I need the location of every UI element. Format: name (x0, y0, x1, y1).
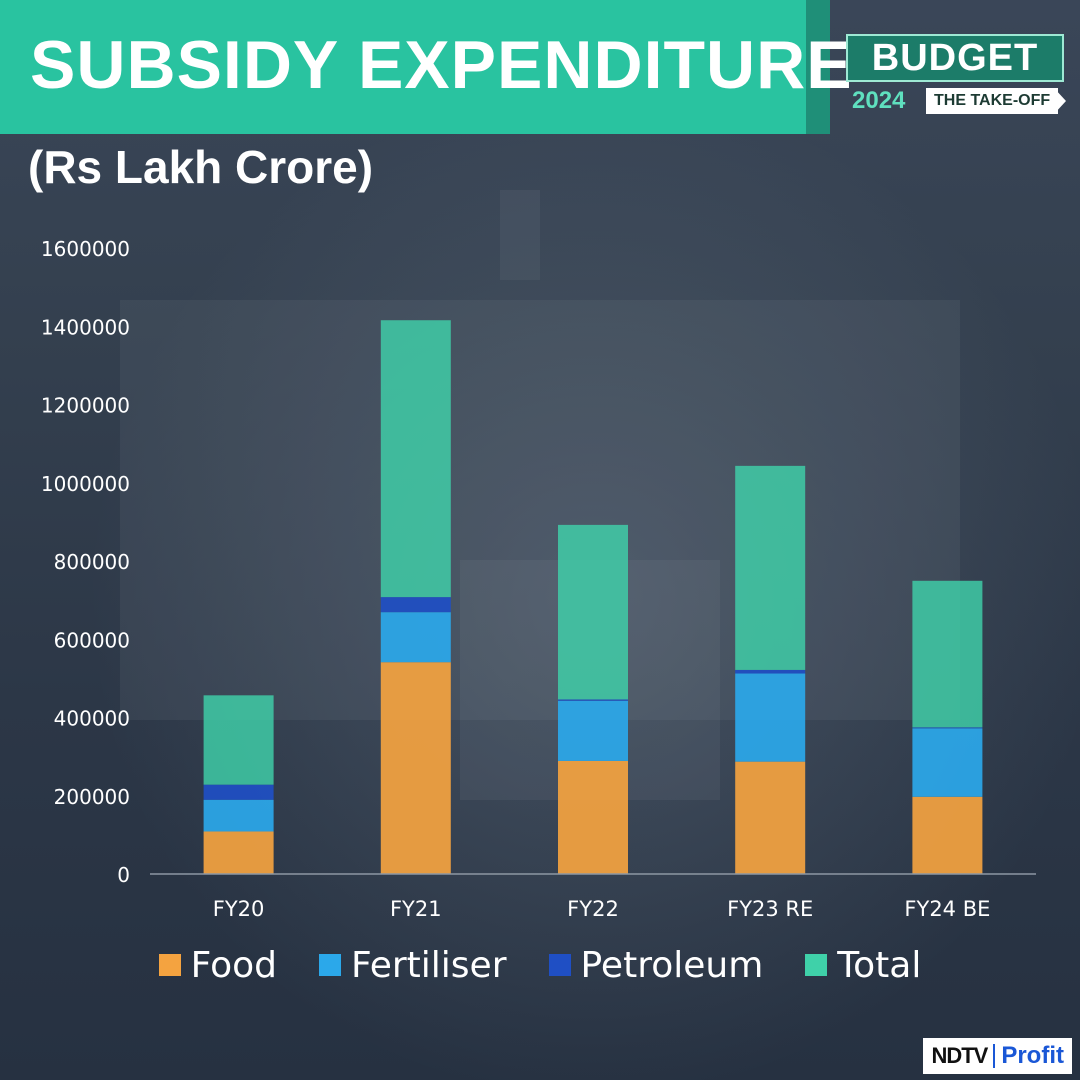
bar-fertiliser (735, 673, 806, 762)
legend-label-petroleum: Petroleum (580, 944, 764, 986)
y-tick-label: 800000 (54, 550, 130, 574)
y-tick-label: 1400000 (41, 315, 130, 339)
brand-profit: Profit (1001, 1042, 1064, 1069)
legend: Food Fertiliser Petroleum Total (0, 940, 1080, 990)
bar-total (558, 524, 628, 700)
legend-swatch-total (805, 954, 828, 976)
bar-fertiliser (203, 799, 274, 832)
legend-item-petroleum: Petroleum (548, 944, 764, 986)
bar-fertiliser (380, 612, 451, 663)
badge-year: 2024 (852, 87, 906, 114)
y-tick-label: 400000 (54, 707, 130, 731)
x-tick-label: FY21 (390, 897, 442, 921)
y-tick-label: 1000000 (41, 472, 130, 496)
legend-item-total: Total (805, 945, 921, 986)
bar-food (735, 761, 806, 874)
bar-petroleum (912, 727, 983, 729)
y-tick-label: 1600000 (41, 237, 130, 261)
bar-petroleum (203, 784, 274, 800)
legend-swatch-food (158, 954, 181, 976)
bar-petroleum (558, 699, 628, 701)
x-tick-label: FY24 BE (904, 897, 990, 921)
budget-badge: BUDGET 2024 THE TAKE-OFF (846, 34, 1068, 118)
legend-item-food: Food (158, 944, 277, 986)
bar-series (203, 320, 983, 874)
bar-food (558, 760, 628, 874)
background-building (500, 190, 540, 280)
title-bar-edge (806, 0, 830, 134)
brand-divider (993, 1044, 996, 1068)
y-tick-label: 1200000 (41, 394, 130, 418)
x-tick-label: FY23 RE (727, 897, 813, 921)
bar-food (912, 796, 983, 874)
bar-food (380, 662, 451, 874)
badge-tagline: THE TAKE-OFF (926, 88, 1059, 114)
x-tick-label: FY22 (567, 897, 619, 921)
bar-petroleum (380, 597, 451, 613)
legend-swatch-petroleum (548, 954, 571, 976)
bar-total (380, 320, 451, 598)
x-axis: FY20 FY21 FY22 FY23 RE FY24 BE (150, 873, 1036, 921)
bar-food (203, 831, 274, 874)
bar-fertiliser (912, 728, 983, 797)
bar-fertiliser (558, 700, 628, 761)
legend-swatch-fertiliser (318, 954, 341, 976)
brand-ndtv: NDTV (931, 1043, 988, 1068)
y-tick-label: 600000 (54, 628, 130, 652)
y-tick-label: 200000 (54, 785, 130, 809)
bar-total (203, 695, 274, 785)
bar-total (912, 580, 983, 728)
y-tick-label: 0 (117, 863, 130, 887)
legend-label-food: Food (190, 944, 277, 986)
page-title: SUBSIDY EXPENDITURE (30, 27, 853, 103)
bar-total (735, 465, 806, 670)
bar-petroleum (735, 669, 806, 674)
unit-subtitle: (Rs Lakh Crore) (28, 141, 374, 193)
legend-label-total: Total (837, 944, 922, 986)
arrow-right-icon (1054, 88, 1066, 114)
y-axis: 0 200000 400000 600000 800000 1000000 1200000 1… (41, 237, 130, 887)
badge-title: BUDGET (846, 34, 1064, 82)
ndtv-profit-logo: NDTV Profit (923, 1038, 1072, 1074)
legend-label-fertiliser: Fertiliser (350, 944, 507, 986)
background-building (120, 300, 960, 720)
x-tick-label: FY20 (213, 897, 265, 921)
title-bar (0, 0, 806, 134)
legend-item-fertiliser: Fertiliser (318, 944, 507, 986)
